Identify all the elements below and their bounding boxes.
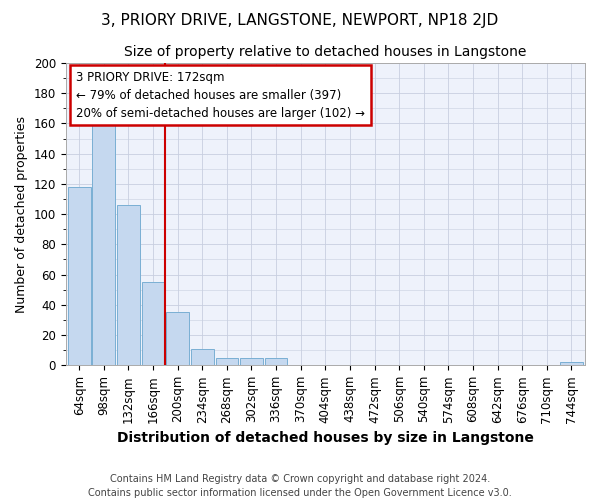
Bar [265,358,287,366]
Bar [68,187,91,366]
Y-axis label: Number of detached properties: Number of detached properties [15,116,28,312]
Bar [92,116,115,366]
Text: 3, PRIORY DRIVE, LANGSTONE, NEWPORT, NP18 2JD: 3, PRIORY DRIVE, LANGSTONE, NEWPORT, NP1… [101,12,499,28]
Bar [560,362,583,366]
Bar [166,312,189,366]
Bar [142,282,164,366]
Bar [191,348,214,366]
Text: Contains HM Land Registry data © Crown copyright and database right 2024.
Contai: Contains HM Land Registry data © Crown c… [88,474,512,498]
Text: 3 PRIORY DRIVE: 172sqm
← 79% of detached houses are smaller (397)
20% of semi-de: 3 PRIORY DRIVE: 172sqm ← 79% of detached… [76,70,365,120]
Bar [215,358,238,366]
X-axis label: Distribution of detached houses by size in Langstone: Distribution of detached houses by size … [117,431,534,445]
Title: Size of property relative to detached houses in Langstone: Size of property relative to detached ho… [124,45,527,59]
Bar [240,358,263,366]
Bar [117,205,140,366]
